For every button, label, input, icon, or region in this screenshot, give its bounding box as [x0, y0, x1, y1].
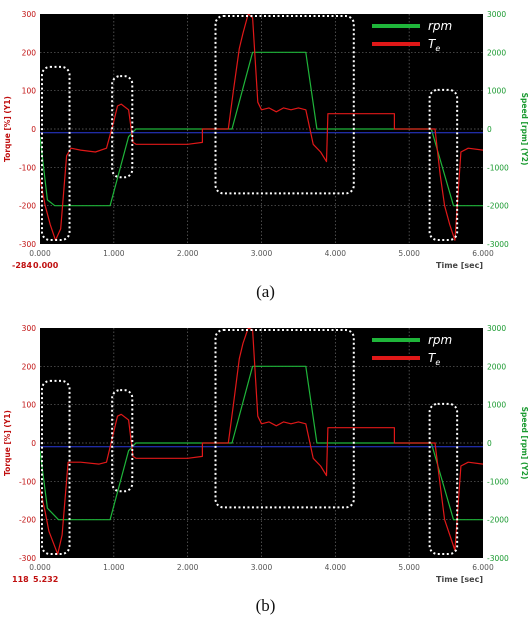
y-left-tick-label: 200	[22, 48, 37, 57]
x-tick-label: 4.000	[325, 563, 347, 572]
highlight-box	[41, 65, 71, 242]
y-right-tick-label: 2000	[487, 48, 506, 57]
y-left-axis-label: Torque [%] (Y1)	[3, 96, 12, 162]
legend-label-rpm: rpm	[428, 333, 452, 347]
y-left-tick-label: -200	[19, 516, 36, 525]
x-tick-label: 2.000	[177, 249, 199, 258]
y-right-tick-label: 0	[487, 125, 492, 134]
x-tick-label: 0.000	[29, 563, 51, 572]
y-left-tick-label: 100	[22, 401, 37, 410]
y-right-tick-label: 1000	[487, 401, 506, 410]
y-left-tick-label: -300	[19, 554, 36, 563]
chart-panel-b: 0.000 1.000 2.000 3.000 4.000 5.000 6.000 300 20…	[0, 318, 531, 590]
legend-label-torque: Te	[428, 37, 440, 53]
y-right-tick-label: -3000	[487, 240, 509, 249]
x-axis-label: Time [sec]	[436, 261, 483, 270]
legend-label-torque-subscript: e	[435, 358, 440, 367]
x-tick-label: 2.000	[177, 563, 199, 572]
caption-b: (b)	[255, 596, 276, 615]
y-right-axis-label: Speed [rpm] (Y2)	[520, 93, 529, 166]
cursor-readout-time: 0.000	[33, 261, 59, 270]
y-left-axis-label: Torque [%] (Y1)	[3, 410, 12, 476]
cursor-readout-value: 118	[12, 575, 29, 584]
highlight-box	[214, 329, 355, 509]
y-left-tick-label: 0	[31, 439, 36, 448]
y-right-tick-label: 3000	[487, 10, 506, 19]
cursor-readout-value: -284	[12, 261, 32, 270]
y-left-tick-label: -100	[19, 163, 36, 172]
highlight-box	[41, 379, 71, 556]
y-right-tick-label: -1000	[487, 477, 509, 486]
legend-label-torque: Te	[428, 351, 440, 367]
legend-label-rpm: rpm	[428, 19, 452, 33]
y-right-tick-label: 1000	[487, 87, 506, 96]
caption-a: (a)	[256, 282, 275, 301]
x-tick-label: 3.000	[251, 249, 273, 258]
x-tick-label: 4.000	[325, 249, 347, 258]
y-left-tick-label: 0	[31, 125, 36, 134]
legend-label-torque-subscript: e	[435, 44, 440, 53]
chart-panel-a: 0.000 1.000 2.000 3.000 4.000 5.000 6.000 300 20…	[0, 4, 531, 276]
plot-series-group	[40, 328, 483, 555]
y-left-tick-label: -200	[19, 202, 36, 211]
highlight-box	[111, 75, 134, 179]
x-tick-label: 6.000	[472, 563, 494, 572]
y-left-tick-label: 100	[22, 87, 37, 96]
highlight-box	[428, 88, 459, 242]
chart-a-svg: 0.000 1.000 2.000 3.000 4.000 5.000 6.000 300 20…	[0, 4, 531, 276]
x-axis-label: Time [sec]	[436, 575, 483, 584]
chart-b-svg: 0.000 1.000 2.000 3.000 4.000 5.000 6.000 300 20…	[0, 318, 531, 590]
y-left-tick-label: -300	[19, 240, 36, 249]
y-right-tick-label: 2000	[487, 362, 506, 371]
cursor-readout-time: 5.232	[33, 575, 58, 584]
y-right-tick-label: 3000	[487, 324, 506, 333]
highlight-box	[428, 402, 459, 556]
plot-series-group	[40, 14, 483, 241]
x-tick-label: 6.000	[472, 249, 494, 258]
highlight-box	[111, 389, 134, 493]
y-right-axis-label: Speed [rpm] (Y2)	[520, 407, 529, 480]
series-line-torque	[40, 328, 483, 555]
y-left-tick-label: 200	[22, 362, 37, 371]
legend-label-torque-main: T	[428, 351, 437, 365]
y-left-tick-label: -100	[19, 477, 36, 486]
x-tick-label: 3.000	[251, 563, 273, 572]
y-left-tick-label: 300	[22, 10, 37, 19]
y-right-tick-label: 0	[487, 439, 492, 448]
x-tick-label: 5.000	[398, 249, 420, 258]
y-right-tick-label: -2000	[487, 202, 509, 211]
x-tick-label: 1.000	[103, 563, 125, 572]
y-right-tick-label: -2000	[487, 516, 509, 525]
highlight-box	[214, 15, 355, 195]
series-line-torque	[40, 14, 483, 241]
y-right-tick-label: -3000	[487, 554, 509, 563]
y-left-tick-label: 300	[22, 324, 37, 333]
y-right-tick-label: -1000	[487, 163, 509, 172]
legend-label-torque-main: T	[428, 37, 437, 51]
x-tick-label: 1.000	[103, 249, 125, 258]
x-tick-label: 5.000	[398, 563, 420, 572]
x-tick-label: 0.000	[29, 249, 51, 258]
